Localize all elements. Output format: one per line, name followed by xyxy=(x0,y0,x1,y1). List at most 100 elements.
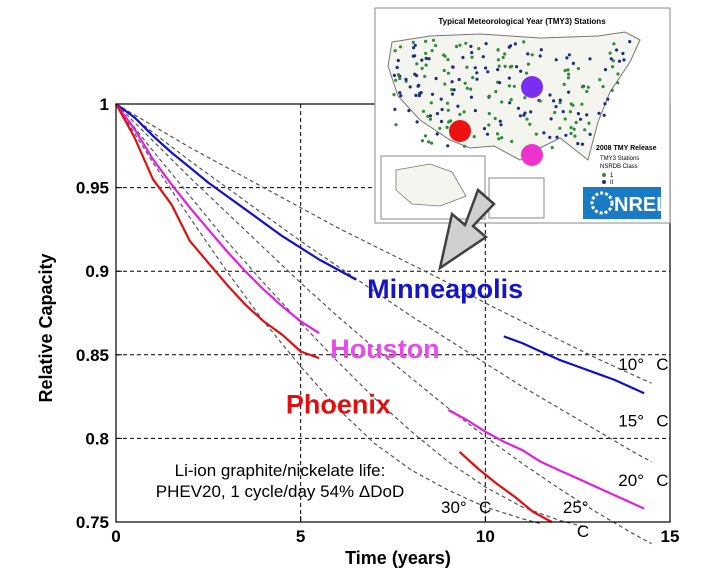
station-dot xyxy=(415,74,419,78)
station-dot xyxy=(526,52,530,56)
station-dot xyxy=(542,131,546,135)
station-dot xyxy=(450,92,455,96)
city-label-phoenix: Phoenix xyxy=(286,389,391,419)
series-line-20-c-model xyxy=(115,103,652,545)
station-dot xyxy=(564,133,568,137)
station-dot xyxy=(508,65,512,69)
station-dot xyxy=(601,85,605,89)
station-dot xyxy=(417,94,421,98)
station-dot xyxy=(424,39,428,44)
station-dot xyxy=(513,42,518,46)
station-dot xyxy=(472,135,476,139)
station-dot xyxy=(569,131,573,136)
station-dot xyxy=(550,146,554,150)
station-dot xyxy=(611,59,615,63)
station-dot xyxy=(430,92,435,96)
station-dot xyxy=(416,84,420,88)
station-dot xyxy=(578,117,583,121)
temp-label: 10° xyxy=(618,355,644,374)
station-dot xyxy=(458,43,462,47)
station-dot xyxy=(576,67,581,71)
station-dot xyxy=(518,114,523,118)
y-tick-label: 0.8 xyxy=(85,429,109,448)
station-dot xyxy=(497,64,501,68)
station-dot xyxy=(404,77,408,81)
release-label: 2008 TMY Release xyxy=(596,145,657,152)
station-dot xyxy=(549,117,553,121)
station-dot xyxy=(598,78,602,82)
station-dot xyxy=(496,68,500,72)
station-dot xyxy=(499,123,503,127)
station-dot xyxy=(430,141,434,145)
station-dot xyxy=(469,44,473,49)
station-dot xyxy=(617,59,622,63)
station-dot xyxy=(420,139,424,143)
station-dot xyxy=(573,134,577,138)
temp-label: 25° xyxy=(563,498,589,517)
station-dot xyxy=(396,73,401,77)
temp-unit: C xyxy=(479,498,491,517)
station-dot xyxy=(428,114,432,118)
station-dot xyxy=(548,135,552,139)
station-dot xyxy=(574,120,578,125)
legend-line-1: TMY3 Stations xyxy=(600,156,639,162)
station-dot xyxy=(435,112,439,116)
station-dot xyxy=(473,66,477,70)
station-dot xyxy=(500,136,504,140)
station-dot xyxy=(588,132,592,136)
station-dot xyxy=(519,69,523,73)
station-dot xyxy=(487,94,491,98)
station-dot xyxy=(588,57,592,61)
y-tick-label: 0.95 xyxy=(76,179,109,198)
station-dot xyxy=(395,65,399,70)
station-dot xyxy=(576,112,581,116)
station-dot xyxy=(419,91,423,95)
note-line-2: PHEV20, 1 cycle/day 54% ΔDoD xyxy=(156,482,405,501)
station-dot xyxy=(394,78,398,82)
x-tick-label: 15 xyxy=(661,527,680,546)
station-dot xyxy=(412,46,416,50)
series-line-minneapolis-continued- xyxy=(503,335,645,395)
station-dot xyxy=(571,103,575,107)
station-dot xyxy=(465,65,469,69)
station-dot xyxy=(563,69,567,73)
station-dot xyxy=(610,88,614,92)
station-dot xyxy=(428,117,432,121)
station-dot xyxy=(585,89,589,94)
station-dot xyxy=(424,51,428,56)
x-tick-label: 10 xyxy=(476,527,495,546)
nrel-logo-text: NREL xyxy=(614,194,668,216)
station-dot xyxy=(496,48,500,52)
station-dot xyxy=(408,85,412,89)
temp-unit: C xyxy=(656,355,668,374)
station-dot xyxy=(456,104,460,108)
station-dot xyxy=(427,140,431,144)
station-dot xyxy=(462,110,466,114)
station-dot xyxy=(487,123,491,127)
station-dot xyxy=(621,51,625,56)
station-dot xyxy=(471,76,475,80)
station-dot xyxy=(461,55,465,60)
station-dot xyxy=(442,68,446,73)
station-dot xyxy=(420,66,424,70)
station-dot xyxy=(426,114,430,118)
station-dot xyxy=(485,132,490,136)
pointer-arrow xyxy=(438,187,496,271)
station-dot xyxy=(522,40,526,44)
station-dot xyxy=(558,98,562,102)
city-label-minneapolis: Minneapolis xyxy=(367,274,523,304)
station-dot xyxy=(509,98,513,102)
station-dot xyxy=(602,113,606,117)
station-dot xyxy=(424,63,428,67)
station-dot xyxy=(399,94,403,98)
temp-label: 30° xyxy=(441,498,467,517)
station-dot xyxy=(493,116,497,121)
station-dot xyxy=(523,111,527,115)
station-dot xyxy=(434,76,438,81)
station-dot xyxy=(407,109,411,113)
station-dot xyxy=(443,82,447,86)
station-dot xyxy=(450,88,454,92)
station-dot xyxy=(392,73,396,77)
station-dot xyxy=(523,96,527,100)
